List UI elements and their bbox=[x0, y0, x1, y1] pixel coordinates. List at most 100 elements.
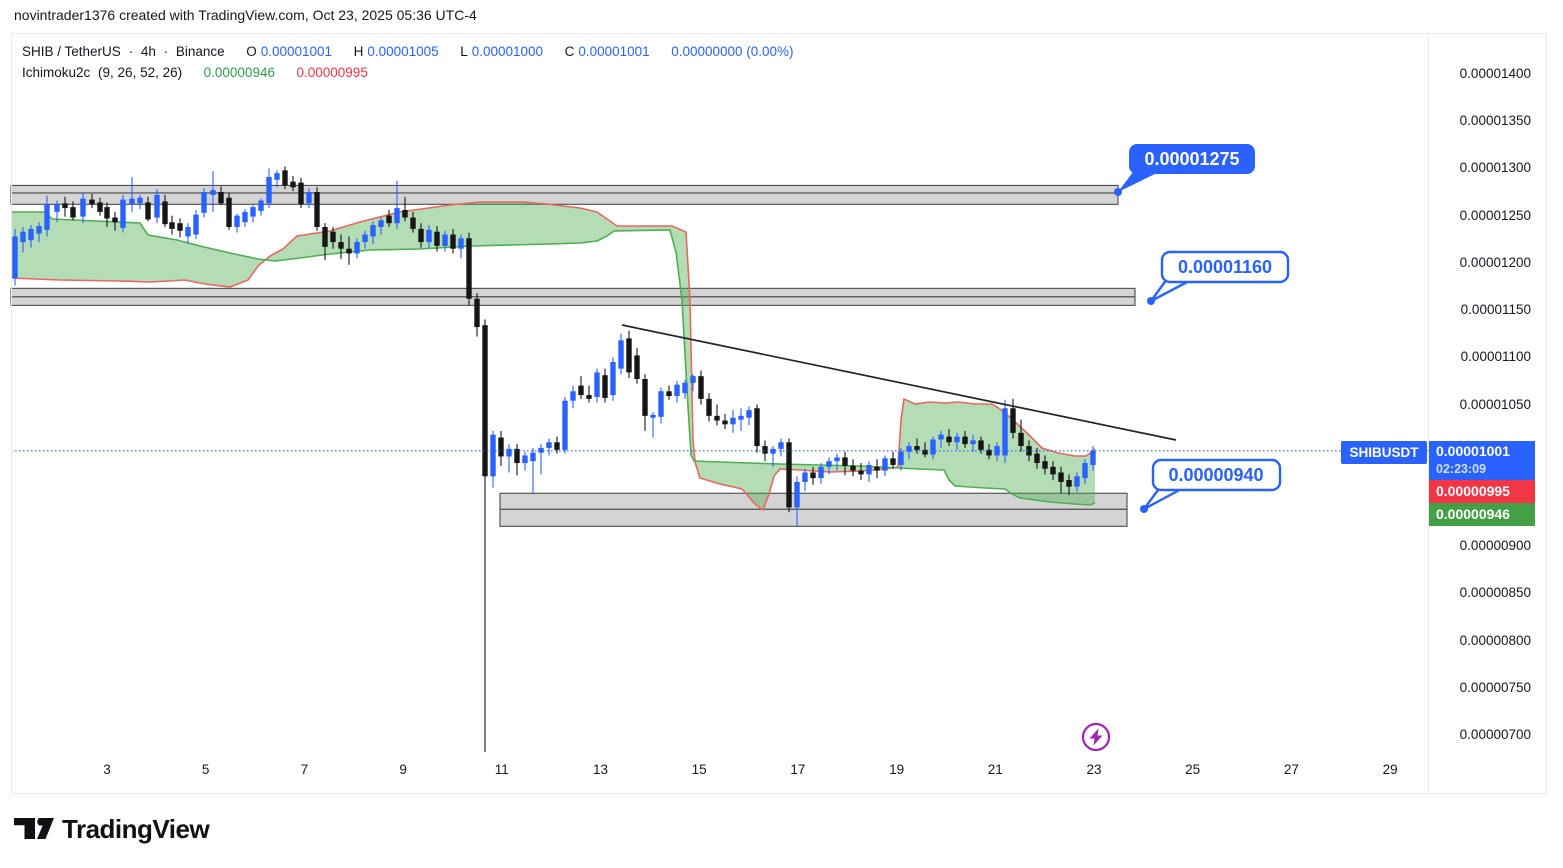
ichimoku-red-price-label: 0.00000995 bbox=[1429, 480, 1535, 503]
candle-body bbox=[169, 222, 175, 229]
interval-label[interactable]: 4h bbox=[140, 44, 156, 59]
candle-body bbox=[54, 204, 60, 212]
candle-body bbox=[1050, 466, 1056, 475]
time-axis-label: 11 bbox=[494, 762, 509, 777]
symbol-row[interactable]: SHIB / TetherUS · 4h · Binance O 0.000010… bbox=[22, 44, 798, 59]
candle-body bbox=[986, 449, 992, 456]
candle-body bbox=[978, 440, 984, 450]
candle-body bbox=[298, 182, 304, 205]
candle-body bbox=[234, 215, 240, 227]
candle-body bbox=[62, 203, 68, 209]
supply-demand-zone[interactable] bbox=[10, 184, 1119, 194]
chart-legend: SHIB / TetherUS · 4h · Binance O 0.000010… bbox=[22, 44, 798, 80]
candle-body bbox=[482, 325, 488, 477]
time-axis-label: 9 bbox=[399, 762, 407, 777]
descending-trendline[interactable] bbox=[621, 324, 1177, 441]
candle-body bbox=[242, 211, 248, 223]
candle-body bbox=[738, 415, 744, 420]
candle-body bbox=[70, 207, 76, 218]
time-axis-label: 3 bbox=[103, 762, 111, 777]
indicator-green-value: 0.00000946 bbox=[203, 65, 275, 80]
candle-body bbox=[12, 236, 18, 278]
candle-body bbox=[554, 442, 560, 450]
candle-body bbox=[378, 220, 384, 227]
time-axis-label: 15 bbox=[691, 762, 707, 777]
last-price-label: 0.00001001 02:23:09 bbox=[1429, 441, 1535, 480]
candle-body bbox=[426, 229, 432, 243]
price-axis-label: 0.00000850 bbox=[1459, 585, 1531, 601]
candle-body bbox=[154, 194, 160, 218]
candle-body bbox=[874, 466, 880, 471]
candle-body bbox=[193, 214, 199, 235]
low-value: 0.00001000 bbox=[471, 44, 544, 59]
candle-body bbox=[882, 458, 888, 471]
candle-body bbox=[850, 465, 856, 471]
candle-body bbox=[458, 238, 464, 249]
candle-body bbox=[914, 446, 920, 450]
candle-body bbox=[786, 442, 792, 508]
indicator-row[interactable]: Ichimoku2c (9, 26, 52, 26) 0.00000946 0.… bbox=[22, 65, 798, 80]
time-axis-label: 17 bbox=[790, 762, 806, 777]
candle-body bbox=[762, 446, 768, 454]
candle-body bbox=[410, 217, 416, 229]
candle-body bbox=[322, 226, 328, 247]
candle-body bbox=[418, 228, 424, 243]
candle-body bbox=[618, 340, 624, 369]
candle-body bbox=[594, 372, 600, 397]
supply-demand-zone[interactable] bbox=[499, 508, 1128, 527]
callout-box[interactable] bbox=[1129, 144, 1255, 174]
legend-separator: · bbox=[128, 44, 134, 59]
candle-body bbox=[201, 192, 207, 213]
time-axis-label: 13 bbox=[592, 762, 609, 777]
candle-body bbox=[994, 446, 1000, 456]
callout-label: 0.00001275 bbox=[1144, 149, 1239, 169]
legend-separator: · bbox=[163, 44, 169, 59]
price-callout-resistance[interactable]: 0.00001275 bbox=[1114, 144, 1255, 196]
price-callout-low-support[interactable]: 0.00000940 bbox=[1140, 458, 1282, 513]
candle-body bbox=[1066, 480, 1072, 487]
plot-layers bbox=[10, 166, 1428, 752]
supply-demand-zone[interactable] bbox=[10, 287, 1136, 298]
callout-box[interactable] bbox=[1151, 458, 1282, 492]
exchange-label[interactable]: Binance bbox=[175, 44, 225, 59]
supply-demand-zone[interactable] bbox=[10, 192, 1119, 205]
symbol-name[interactable]: SHIB / TetherUS bbox=[22, 44, 121, 59]
candle-body bbox=[826, 461, 832, 467]
candle-body bbox=[650, 414, 656, 418]
callout-box[interactable] bbox=[1160, 250, 1290, 284]
price-axis-label: 0.00001050 bbox=[1459, 396, 1531, 412]
candle-body bbox=[714, 415, 720, 421]
symbol-price-tag[interactable]: SHIBUSDT bbox=[1341, 441, 1427, 464]
bar-countdown: 02:23:09 bbox=[1436, 462, 1487, 476]
close-value: 0.00001001 bbox=[578, 44, 650, 59]
candle-body bbox=[578, 385, 584, 396]
lightning-icon[interactable] bbox=[1081, 722, 1111, 752]
time-axis-label: 25 bbox=[1185, 762, 1201, 777]
open-value: 0.00001001 bbox=[260, 44, 333, 59]
candle-body bbox=[250, 207, 256, 217]
price-callout-mid-support[interactable]: 0.00001160 bbox=[1147, 250, 1290, 305]
candle-body bbox=[89, 199, 95, 205]
tradingview-logo-icon bbox=[14, 818, 54, 839]
price-axis-label: 0.00001300 bbox=[1459, 160, 1531, 176]
candle-body bbox=[722, 420, 728, 425]
price-axis-label: 0.00000700 bbox=[1459, 727, 1531, 742]
attribution-text: novintrader1376 created with TradingView… bbox=[14, 7, 477, 23]
supply-demand-zone[interactable] bbox=[10, 296, 1136, 306]
candle-body bbox=[906, 446, 912, 452]
candle-body bbox=[666, 391, 672, 397]
candle-body bbox=[314, 192, 320, 227]
candle-body bbox=[394, 208, 400, 224]
candle-body bbox=[690, 376, 696, 383]
candle-body bbox=[962, 436, 968, 445]
candle-body bbox=[626, 338, 632, 373]
indicator-name[interactable]: Ichimoku2c bbox=[22, 65, 91, 80]
time-axis-label: 5 bbox=[201, 762, 210, 777]
price-axis-label: 0.00000800 bbox=[1459, 632, 1531, 648]
candle-body bbox=[20, 231, 26, 243]
candle-body bbox=[218, 192, 224, 204]
candle-body bbox=[1042, 461, 1048, 469]
candle-body bbox=[1090, 450, 1096, 465]
candle-body bbox=[506, 448, 512, 457]
